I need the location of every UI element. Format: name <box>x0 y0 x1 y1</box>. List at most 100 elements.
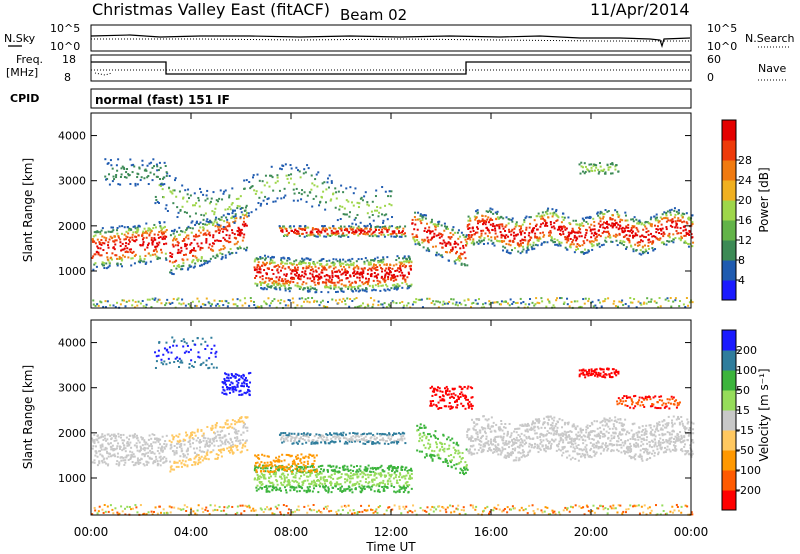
velocity-echo <box>259 467 262 470</box>
power-echo <box>626 237 629 240</box>
power-echo <box>372 231 375 234</box>
power-echo <box>327 291 330 294</box>
power-echo <box>361 229 364 232</box>
power-echo <box>474 299 477 302</box>
velocity-echo <box>189 443 192 446</box>
power-echo <box>294 229 297 232</box>
power-echo <box>384 273 387 276</box>
power-echo <box>407 261 410 264</box>
velocity-echo <box>262 464 265 467</box>
power-echo <box>433 303 436 306</box>
power-echo <box>513 247 516 250</box>
velocity-echo <box>170 446 173 449</box>
power-echo <box>437 306 440 309</box>
power-echo <box>236 305 239 308</box>
velocity-echo <box>204 455 207 458</box>
power-echo <box>560 221 563 224</box>
power-echo <box>220 216 223 219</box>
power-echo <box>679 300 682 303</box>
velocity-echo <box>136 457 139 460</box>
velocity-echo <box>346 478 349 481</box>
power-echo <box>216 239 219 242</box>
velocity-echo <box>359 469 362 472</box>
velocity-echo <box>170 443 173 446</box>
velocity-echo <box>104 448 107 451</box>
power-echo <box>358 279 361 282</box>
power-echo <box>677 209 680 212</box>
velocity-echo <box>257 477 260 480</box>
power-echo <box>674 299 677 302</box>
power-echo <box>101 227 104 230</box>
velocity-echo <box>255 466 258 469</box>
power-echo <box>155 250 158 253</box>
power-echo <box>192 235 195 238</box>
velocity-echo <box>163 446 166 449</box>
power-echo <box>368 230 371 233</box>
power-echo <box>336 260 339 263</box>
power-echo <box>156 257 159 260</box>
power-echo <box>195 304 198 307</box>
power-echo <box>185 247 188 250</box>
power-echo <box>318 230 321 233</box>
velocity-echo <box>322 470 325 473</box>
power-echo <box>399 264 402 267</box>
power-echo <box>393 287 396 290</box>
power-echo <box>348 266 351 269</box>
power-echo <box>349 284 352 287</box>
power-echo <box>332 225 335 228</box>
power-echo <box>285 229 288 232</box>
power-echo <box>548 301 551 304</box>
power-echo <box>578 223 581 226</box>
power-echo <box>246 246 249 249</box>
power-echo <box>188 197 191 200</box>
power-echo <box>283 285 286 288</box>
power-echo <box>121 265 124 268</box>
power-echo <box>322 281 325 284</box>
power-echo <box>231 215 234 218</box>
power-echo <box>158 257 161 260</box>
power-echo <box>535 223 538 226</box>
power-echo <box>638 219 641 222</box>
power-echo <box>473 215 476 218</box>
power-echo <box>365 288 368 291</box>
velocity-echo <box>94 454 97 457</box>
power-echo <box>592 305 595 308</box>
power-echo <box>523 221 526 224</box>
velocity-echo <box>165 457 168 460</box>
power-echo <box>340 283 343 286</box>
power-echo <box>487 238 490 241</box>
power-echo <box>289 225 292 228</box>
power-echo <box>377 273 380 276</box>
velocity-echo <box>253 467 256 470</box>
power-echo <box>506 302 509 305</box>
power-echo <box>397 284 400 287</box>
power-echo <box>125 176 128 179</box>
power-echo <box>209 220 212 223</box>
velocity-echo <box>347 470 350 473</box>
power-echo <box>367 261 370 264</box>
power-echo <box>121 254 124 257</box>
power-echo <box>97 304 100 307</box>
power-echo <box>92 255 95 258</box>
velocity-echo <box>139 461 142 464</box>
power-echo <box>426 247 429 250</box>
power-echo <box>190 231 193 234</box>
power-echo <box>535 236 538 239</box>
power-echo <box>377 215 380 218</box>
velocity-echo <box>296 490 299 493</box>
power-echo <box>573 236 576 239</box>
power-echo <box>507 251 510 254</box>
velocity-echo <box>121 449 124 452</box>
power-echo <box>329 287 332 290</box>
power-echo <box>318 273 321 276</box>
power-echo <box>202 229 205 232</box>
velocity-echo <box>338 483 341 486</box>
power-echo <box>560 225 563 228</box>
power-echo <box>509 298 512 301</box>
power-echo <box>342 290 345 293</box>
power-echo <box>670 219 673 222</box>
velocity-echo <box>213 436 216 439</box>
power-echo <box>421 214 424 217</box>
power-echo <box>276 180 279 183</box>
velocity-echo <box>216 456 219 459</box>
